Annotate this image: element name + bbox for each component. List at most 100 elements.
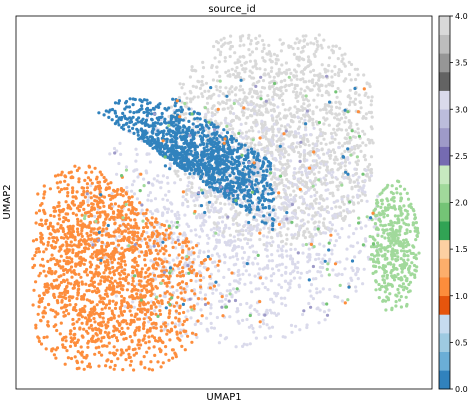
scatter-point [232,99,236,103]
scatter-point [263,266,267,270]
scatter-point [306,99,310,103]
scatter-point [136,231,140,235]
scatter-point [289,242,293,246]
scatter-point [261,189,265,193]
scatter-point [306,55,311,59]
scatter-point [291,46,295,51]
scatter-point [290,257,295,261]
scatter-point [235,307,240,311]
scatter-point [199,161,203,165]
scatter-point [288,272,293,276]
scatter-point [180,334,184,338]
scatter-point [212,234,216,238]
scatter-point [251,158,255,162]
scatter-point [338,89,342,93]
scatter-point [214,85,218,89]
scatter-point [307,188,311,192]
scatter-point [237,142,241,146]
scatter-point [315,136,319,140]
scatter-point [344,128,348,132]
scatter-point [340,152,344,156]
scatter-point [247,175,252,179]
scatter-point [142,110,146,115]
scatter-point [259,94,263,98]
scatter-point [171,224,175,228]
scatter-point [190,195,194,199]
scatter-point [333,72,337,77]
scatter-point [280,171,284,175]
scatter-point [160,111,164,116]
scatter-point [370,127,374,131]
scatter-point [317,220,321,224]
scatter-point [362,267,366,271]
scatter-point [299,117,303,121]
scatter-point [231,73,236,77]
scatter-point [201,94,205,99]
scatter-point [252,215,256,219]
scatter-point [413,217,417,221]
scatter-point [172,231,176,235]
scatter-point [257,312,261,316]
scatter-point [317,156,321,160]
scatter-point [279,240,284,244]
scatter-point [106,260,110,264]
scatter-point [354,273,358,277]
scatter-point [344,137,348,141]
scatter-point [239,172,243,176]
scatter-point [273,92,277,96]
scatter-point [309,283,314,287]
scatter-point [310,80,315,85]
scatter-point [317,252,321,257]
scatter-point [206,301,210,305]
scatter-point [177,213,181,217]
scatter-point [330,252,334,256]
scatter-point [396,255,400,259]
scatter-point [273,186,277,191]
scatter-point [327,154,331,158]
scatter-point [356,241,360,245]
scatter-point [214,245,218,250]
scatter-point [337,145,341,149]
scatter-point [298,167,302,171]
scatter-point [146,139,150,143]
scatter-point [368,162,372,167]
scatter-point [398,227,402,231]
scatter-point [293,197,297,201]
scatter-point [334,44,338,48]
scatter-point [169,138,173,142]
scatter-point [312,188,317,192]
scatter-point [144,169,148,173]
scatter-point [277,70,281,74]
scatter-point [269,69,273,73]
scatter-point [347,119,351,123]
scatter-point [272,164,276,168]
scatter-point [242,77,246,81]
scatter-point [230,90,234,94]
scatter-point [128,97,132,101]
scatter-point [304,34,308,38]
scatter-point [259,90,263,94]
scatter-point [240,245,244,250]
scatter-point [246,103,250,107]
scatter-point [151,121,155,126]
scatter-point [46,324,51,328]
scatter-point [279,156,283,160]
scatter-point [287,145,291,149]
scatter-point [281,41,285,46]
scatter-point [246,36,251,40]
scatter-point [228,289,232,293]
scatter-point [271,175,275,179]
scatter-point [199,321,203,326]
scatter-point [210,121,214,125]
scatter-point [141,117,145,121]
scatter-point [298,39,302,43]
scatter-point [178,178,183,182]
scatter-point [63,362,67,366]
scatter-point [250,201,254,205]
scatter-point [275,86,279,90]
scatter-point [369,257,373,261]
scatter-point [301,34,305,38]
scatter-point [322,302,326,306]
scatter-point [337,167,341,171]
scatter-point [158,304,162,308]
